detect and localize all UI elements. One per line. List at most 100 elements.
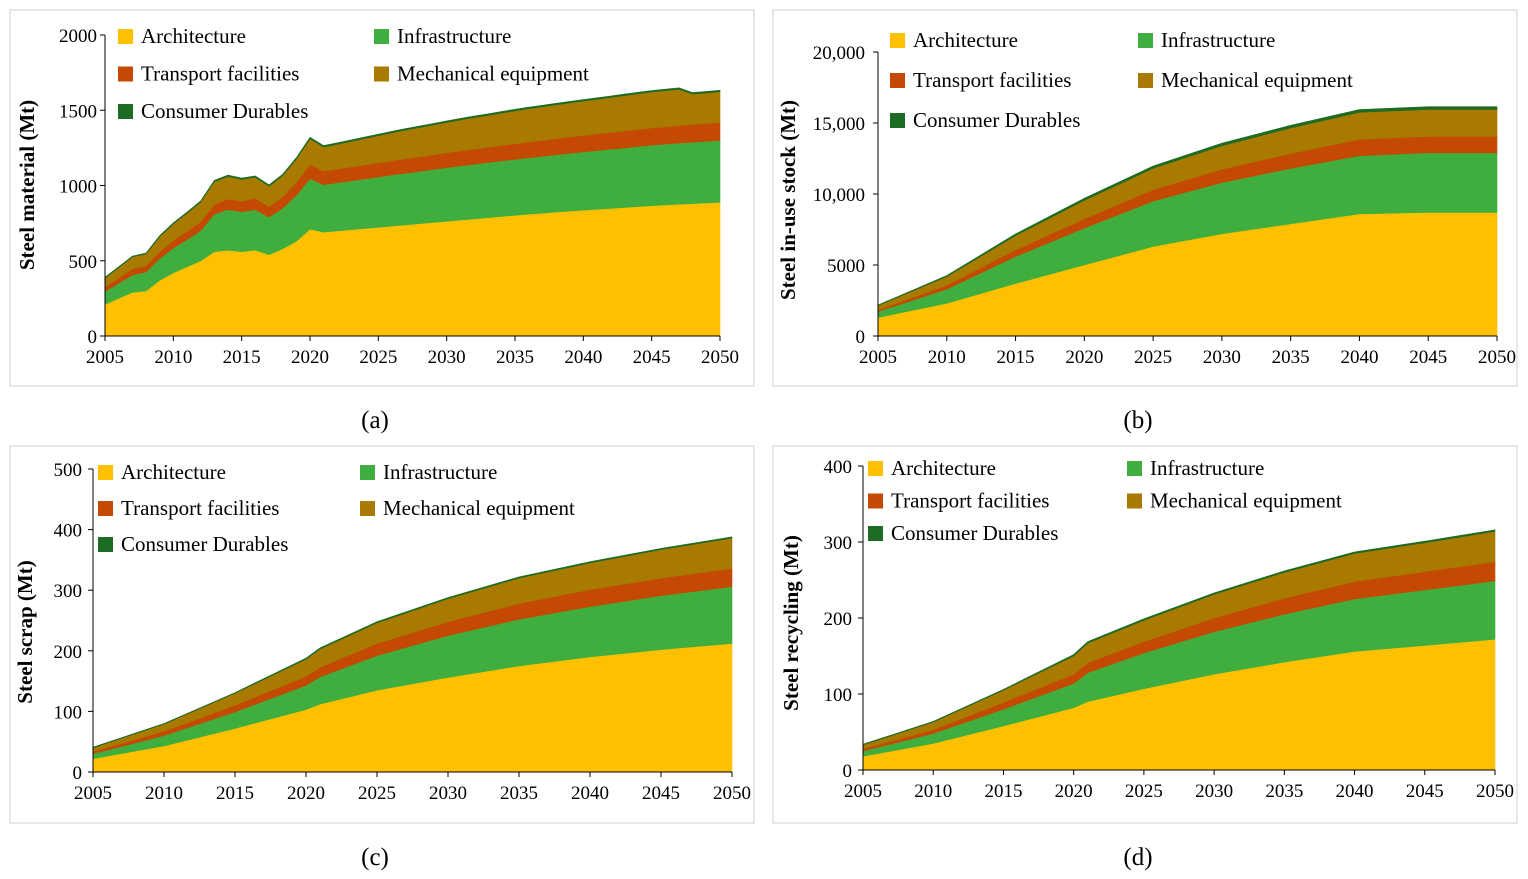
chart-d-y-axis-label: Steel recycling (Mt) <box>779 535 803 711</box>
chart-d-area-consumer-durables <box>862 529 1496 746</box>
chart-c-legend-swatch-mechanical-equipment <box>360 501 375 516</box>
chart-b-legend-swatch-mechanical-equipment <box>1138 73 1153 88</box>
chart-c-x-tick-label: 2030 <box>429 783 467 804</box>
chart-a-legend-swatch-architecture <box>118 29 133 44</box>
chart-c-legend-label-transport-facilities: Transport facilities <box>121 496 279 520</box>
chart-d-x-tick-label: 2020 <box>1055 781 1093 802</box>
chart-a-x-tick-label: 2010 <box>154 347 192 368</box>
chart-d-x-tick-label: 2025 <box>1125 781 1163 802</box>
chart-d: 2005 2010 2015 2020 2025 2030 2035 2040 2045 2050… <box>772 445 1518 871</box>
chart-b-y-tick-label: 20,000 <box>813 43 865 64</box>
chart-c-x-tick-label: 2005 <box>74 783 112 804</box>
chart-c-legend-label-consumer-durables: Consumer Durables <box>121 532 288 556</box>
chart-b-legend-swatch-consumer-durables <box>890 113 905 128</box>
chart-c-x-tick-label: 2025 <box>358 783 396 804</box>
chart-d-panel-label: (d) <box>1123 844 1152 871</box>
chart-b-y-tick-label: 5000 <box>827 256 865 277</box>
chart-d-legend-label-mechanical-equipment: Mechanical equipment <box>1150 489 1342 513</box>
chart-c-y-axis-label: Steel scrap (Mt) <box>13 560 37 703</box>
chart-a-panel-label: (a) <box>361 407 389 434</box>
chart-c-y-tick-label: 400 <box>54 521 83 542</box>
chart-a-legend-swatch-transport-facilities <box>118 66 133 82</box>
chart-c-x-tick-label: 2045 <box>642 783 680 804</box>
chart-c-x-tick-label: 2035 <box>500 783 538 804</box>
chart-b-x-tick-label: 2020 <box>1065 347 1103 368</box>
chart-a-y-tick-label: 1000 <box>59 177 97 198</box>
chart-a-x-tick-label: 2040 <box>564 347 602 368</box>
chart-a-x-tick-label: 2050 <box>701 347 739 368</box>
chart-b-x-tick-label: 2050 <box>1478 347 1516 368</box>
chart-b-legend-label-consumer-durables: Consumer Durables <box>913 108 1080 132</box>
chart-b-y-tick-label: 15,000 <box>813 114 865 135</box>
chart-d-x-tick-label: 2035 <box>1265 781 1303 802</box>
chart-c-y-tick-label: 100 <box>54 702 83 723</box>
chart-a-legend-label-mechanical-equipment: Mechanical equipment <box>397 62 589 86</box>
chart-c-panel-label: (c) <box>361 844 389 871</box>
chart-d-y-tick-label: 100 <box>824 685 853 706</box>
chart-c-legend-swatch-consumer-durables <box>98 537 113 552</box>
chart-d-y-tick-label: 0 <box>843 761 853 782</box>
chart-c-legend-swatch-architecture <box>98 465 113 480</box>
chart-a-y-tick-label: 2000 <box>59 26 97 47</box>
chart-b: 2005 2010 2015 2020 2025 2030 2035 2040 2045 2050… <box>772 9 1518 434</box>
chart-c-y-tick-label: 500 <box>54 460 83 481</box>
chart-a-x-tick-label: 2005 <box>86 347 124 368</box>
chart-d-legend-label-infrastructure: Infrastructure <box>1150 456 1264 480</box>
chart-d-y-tick-label: 200 <box>824 609 853 630</box>
chart-a-x-tick-label: 2015 <box>223 347 261 368</box>
chart-a-x-tick-label: 2030 <box>428 347 466 368</box>
chart-d-legend-swatch-architecture <box>868 461 883 476</box>
chart-a-legend-label-transport-facilities: Transport facilities <box>141 62 299 86</box>
chart-b-y-axis-label: Steel in-use stock (Mt) <box>776 100 800 300</box>
chart-a-legend-label-architecture: Architecture <box>141 24 246 48</box>
chart-d-x-tick-label: 2045 <box>1406 781 1444 802</box>
chart-c-legend-label-architecture: Architecture <box>121 460 226 484</box>
chart-b-x-tick-label: 2030 <box>1203 347 1241 368</box>
chart-a-legend-label-consumer-durables: Consumer Durables <box>141 99 308 123</box>
chart-a-y-axis-label: Steel material (Mt) <box>15 100 39 270</box>
chart-d-x-tick-label: 2010 <box>914 781 952 802</box>
chart-d-legend-label-transport-facilities: Transport facilities <box>891 489 1049 513</box>
chart-b-legend-label-architecture: Architecture <box>913 28 1018 52</box>
chart-b-x-tick-label: 2025 <box>1134 347 1172 368</box>
chart-d-x-tick-label: 2050 <box>1476 781 1514 802</box>
chart-b-area-consumer-durables <box>877 106 1498 307</box>
chart-a: 2005 2010 2015 2020 2025 2030 2035 2040 2045 2050… <box>9 9 755 434</box>
chart-a-legend-swatch-infrastructure <box>374 29 389 44</box>
chart-d-x-tick-label: 2015 <box>984 781 1022 802</box>
chart-a-y-tick-label: 0 <box>88 327 98 348</box>
chart-d-legend-swatch-infrastructure <box>1127 461 1142 476</box>
chart-b-legend-label-mechanical-equipment: Mechanical equipment <box>1161 68 1353 92</box>
chart-c-x-tick-label: 2050 <box>713 783 751 804</box>
chart-b-x-tick-label: 2035 <box>1272 347 1310 368</box>
chart-c-x-tick-label: 2015 <box>216 783 254 804</box>
chart-b-legend-label-transport-facilities: Transport facilities <box>913 68 1071 92</box>
chart-a-legend-label-infrastructure: Infrastructure <box>397 24 511 48</box>
chart-a-x-tick-label: 2020 <box>291 347 329 368</box>
chart-a-x-tick-label: 2045 <box>633 347 671 368</box>
chart-c-legend-label-mechanical-equipment: Mechanical equipment <box>383 496 575 520</box>
chart-b-x-tick-label: 2005 <box>859 347 897 368</box>
chart-a-legend-swatch-consumer-durables <box>118 104 133 119</box>
chart-b-legend-swatch-infrastructure <box>1138 33 1153 48</box>
chart-c-x-tick-label: 2010 <box>145 783 183 804</box>
chart-b-legend-label-infrastructure: Infrastructure <box>1161 28 1275 52</box>
chart-c-legend-swatch-transport-facilities <box>98 501 113 516</box>
chart-d-legend-label-consumer-durables: Consumer Durables <box>891 521 1058 545</box>
chart-a-legend-swatch-mechanical-equipment <box>374 66 389 82</box>
chart-c-y-tick-label: 0 <box>73 763 83 784</box>
chart-b-y-tick-label: 0 <box>856 327 866 348</box>
chart-c-legend-swatch-infrastructure <box>360 465 375 480</box>
chart-b-y-tick-label: 10,000 <box>813 185 865 206</box>
chart-a-y-tick-label: 1500 <box>59 101 97 122</box>
chart-d-x-tick-label: 2005 <box>844 781 882 802</box>
chart-d-y-tick-label: 300 <box>824 533 853 554</box>
chart-b-x-tick-label: 2010 <box>928 347 966 368</box>
chart-c-x-tick-label: 2040 <box>571 783 609 804</box>
chart-d-x-tick-label: 2030 <box>1195 781 1233 802</box>
chart-c-y-tick-label: 200 <box>54 642 83 663</box>
chart-d-legend-swatch-consumer-durables <box>868 526 883 541</box>
chart-b-x-tick-label: 2045 <box>1409 347 1447 368</box>
chart-b-x-tick-label: 2015 <box>997 347 1035 368</box>
